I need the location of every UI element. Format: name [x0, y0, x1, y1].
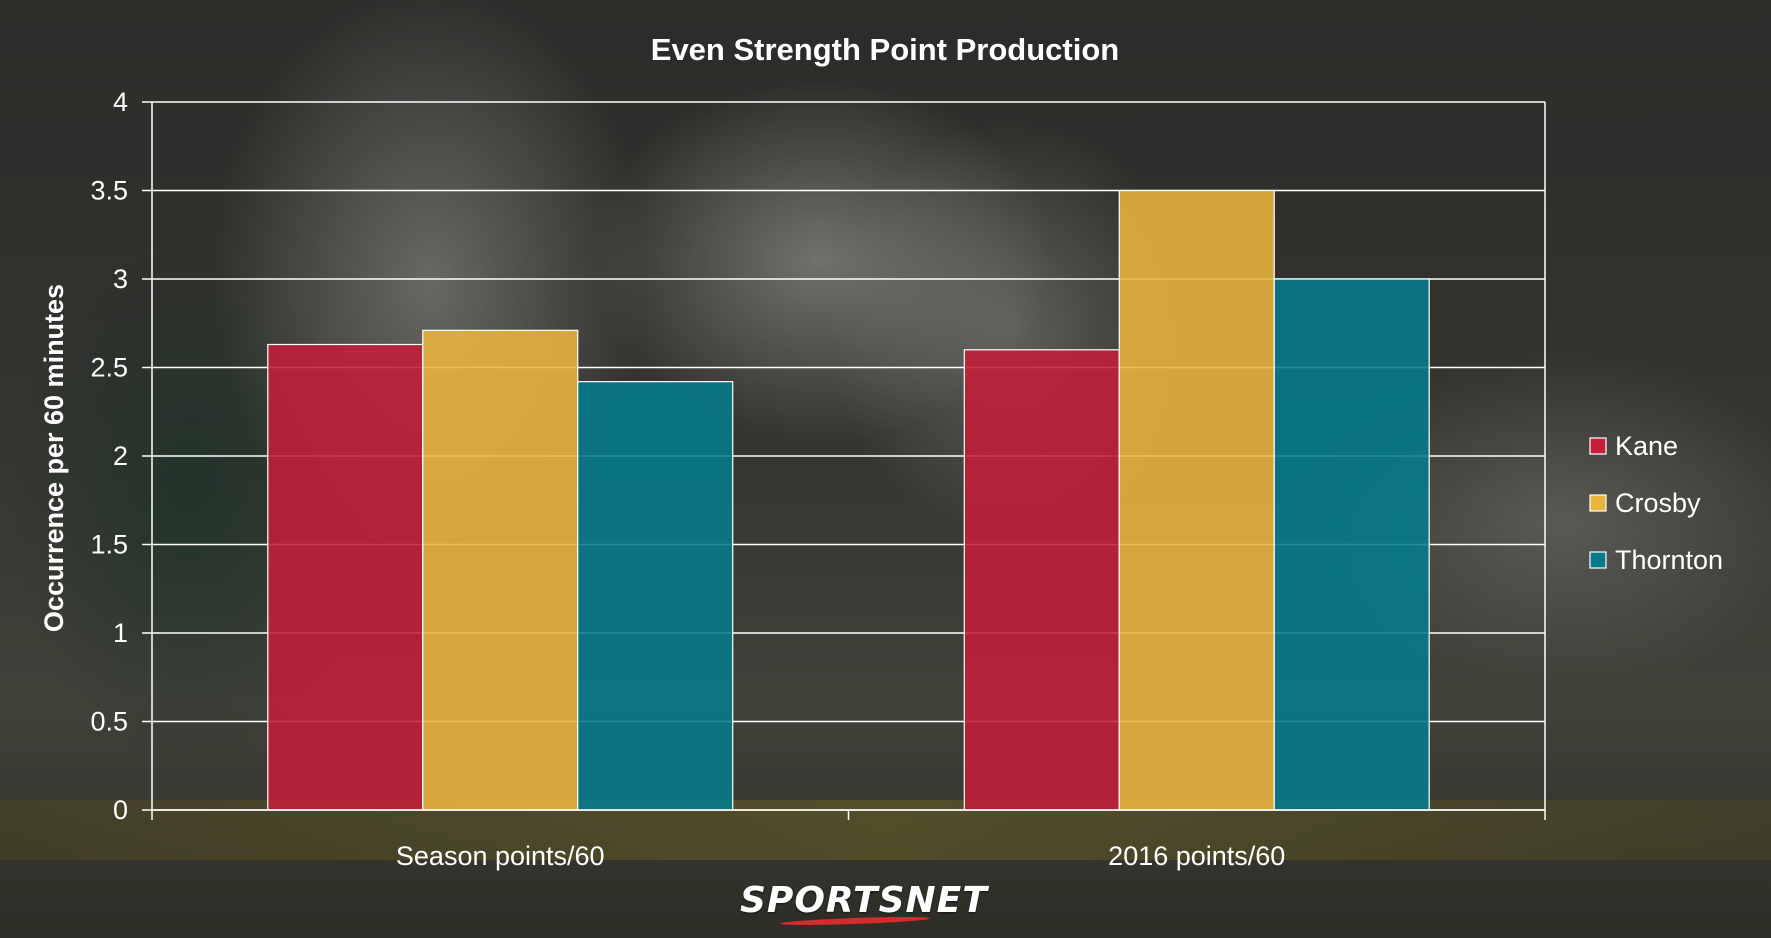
y-tick-label: 0.5	[90, 707, 128, 737]
y-tick-label: 1.5	[90, 530, 128, 560]
y-tick-label: 1	[113, 618, 128, 648]
x-tick-label: Season points/60	[396, 841, 605, 871]
sportsnet-logo: SPORTSNET	[740, 880, 988, 921]
y-tick-label: 3.5	[90, 176, 128, 206]
y-axis-label: Occurrence per 60 minutes	[39, 284, 69, 632]
bar-crosby-1	[1118, 189, 1275, 811]
legend-swatch-thornton	[1589, 551, 1607, 569]
bar-crosby-0	[422, 329, 579, 811]
bar-kane-1	[963, 349, 1120, 811]
y-tick-label: 2.5	[90, 353, 128, 383]
legend-swatch-kane	[1589, 437, 1607, 455]
legend-swatch-crosby	[1589, 494, 1607, 512]
bars	[267, 189, 1430, 811]
legend-label-kane: Kane	[1615, 431, 1678, 461]
y-tick-label: 4	[113, 87, 128, 117]
chart-title: Even Strength Point Production	[651, 32, 1119, 67]
y-tick-label: 0	[113, 795, 128, 825]
legend: Kane Crosby Thornton	[1589, 431, 1723, 575]
bar-thornton-1	[1273, 278, 1430, 811]
legend-label-crosby: Crosby	[1615, 488, 1701, 518]
bar-kane-0	[267, 343, 424, 811]
axes: 0 0.5 1 1.5 2 2.5 3 3.5 4 Season points/60 2016 po…	[90, 87, 1546, 871]
y-tick-label: 2	[113, 441, 128, 471]
bar-thornton-0	[577, 381, 734, 811]
legend-label-thornton: Thornton	[1615, 545, 1723, 575]
y-tick-label: 3	[113, 264, 128, 294]
x-tick-label: 2016 points/60	[1108, 841, 1285, 871]
